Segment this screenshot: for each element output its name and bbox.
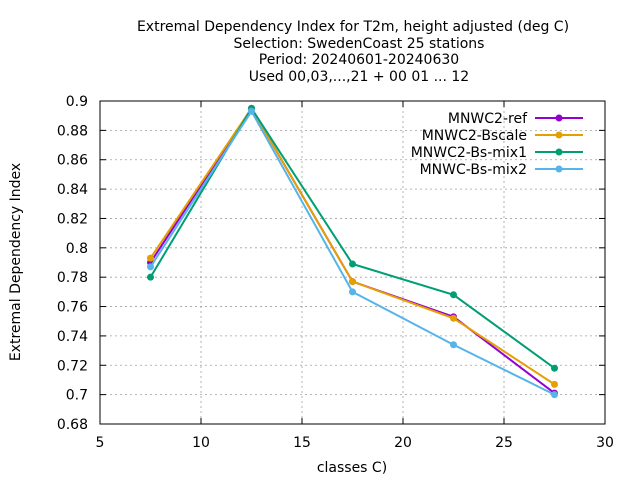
data-point bbox=[147, 273, 154, 281]
x-tick-label: 15 bbox=[293, 435, 311, 451]
legend-label: MNWC-Bs-mix2 bbox=[420, 162, 527, 178]
data-point bbox=[450, 341, 457, 349]
x-tick-label: 30 bbox=[596, 435, 614, 451]
y-tick-label: 0.7 bbox=[66, 388, 88, 404]
title-line-1: Extremal Dependency Index for T2m, heigh… bbox=[137, 19, 569, 35]
y-axis-label: Extremal Dependency Index bbox=[8, 163, 24, 361]
y-tick-label: 0.86 bbox=[57, 153, 88, 169]
grid bbox=[100, 101, 605, 424]
data-point bbox=[349, 260, 356, 268]
title-line-2: Selection: SwedenCoast 25 stations bbox=[234, 36, 485, 52]
y-tick-label: 0.8 bbox=[66, 241, 88, 257]
y-tick-label: 0.74 bbox=[57, 329, 88, 345]
y-tick-label: 0.84 bbox=[57, 182, 88, 198]
data-point bbox=[551, 391, 558, 399]
legend-label: MNWC2-ref bbox=[448, 111, 528, 127]
legend-label: MNWC2-Bs-mix1 bbox=[411, 145, 527, 161]
x-tick-label: 5 bbox=[96, 435, 105, 451]
legend-label: MNWC2-Bscale bbox=[422, 128, 527, 144]
x-axis-label: classes C) bbox=[317, 460, 387, 476]
title-line-4: Used 00,03,...,21 + 00 01 ... 12 bbox=[249, 69, 469, 85]
data-point bbox=[450, 314, 457, 322]
x-tick-label: 10 bbox=[192, 435, 210, 451]
data-point bbox=[551, 380, 558, 388]
data-point bbox=[349, 278, 356, 286]
legend-marker bbox=[555, 148, 563, 156]
data-point bbox=[147, 254, 154, 262]
y-tick-label: 0.88 bbox=[57, 123, 88, 139]
legend: MNWC2-refMNWC2-BscaleMNWC2-Bs-mix1MNWC-B… bbox=[411, 111, 583, 178]
plot-series bbox=[147, 104, 558, 399]
x-tick-label: 20 bbox=[394, 435, 412, 451]
y-tick-label: 0.72 bbox=[57, 358, 88, 374]
title-line-3: Period: 20240601-20240630 bbox=[259, 52, 459, 68]
legend-marker bbox=[555, 114, 563, 122]
plot-frame bbox=[99, 100, 606, 425]
y-tick-label: 0.76 bbox=[57, 300, 88, 316]
chart-title: Extremal Dependency Index for T2m, heigh… bbox=[137, 19, 569, 85]
legend-marker bbox=[555, 131, 563, 139]
legend-marker bbox=[555, 165, 563, 173]
data-point bbox=[450, 291, 457, 299]
y-tick-label: 0.82 bbox=[57, 211, 88, 227]
data-point bbox=[551, 364, 558, 372]
y-tick-label: 0.9 bbox=[66, 94, 88, 110]
x-tick-label: 25 bbox=[495, 435, 513, 451]
x-axis-ticks: 5 10 15 20 25 30 bbox=[96, 101, 614, 451]
y-tick-label: 0.78 bbox=[57, 270, 88, 286]
y-tick-label: 0.68 bbox=[57, 417, 88, 433]
data-point bbox=[349, 288, 356, 296]
y-axis-ticks: 0.68 0.7 0.72 0.74 0.76 0.78 0.8 0.82 0.84 0.86 0.… bbox=[57, 94, 605, 433]
data-point bbox=[248, 107, 255, 115]
data-point bbox=[147, 263, 154, 271]
